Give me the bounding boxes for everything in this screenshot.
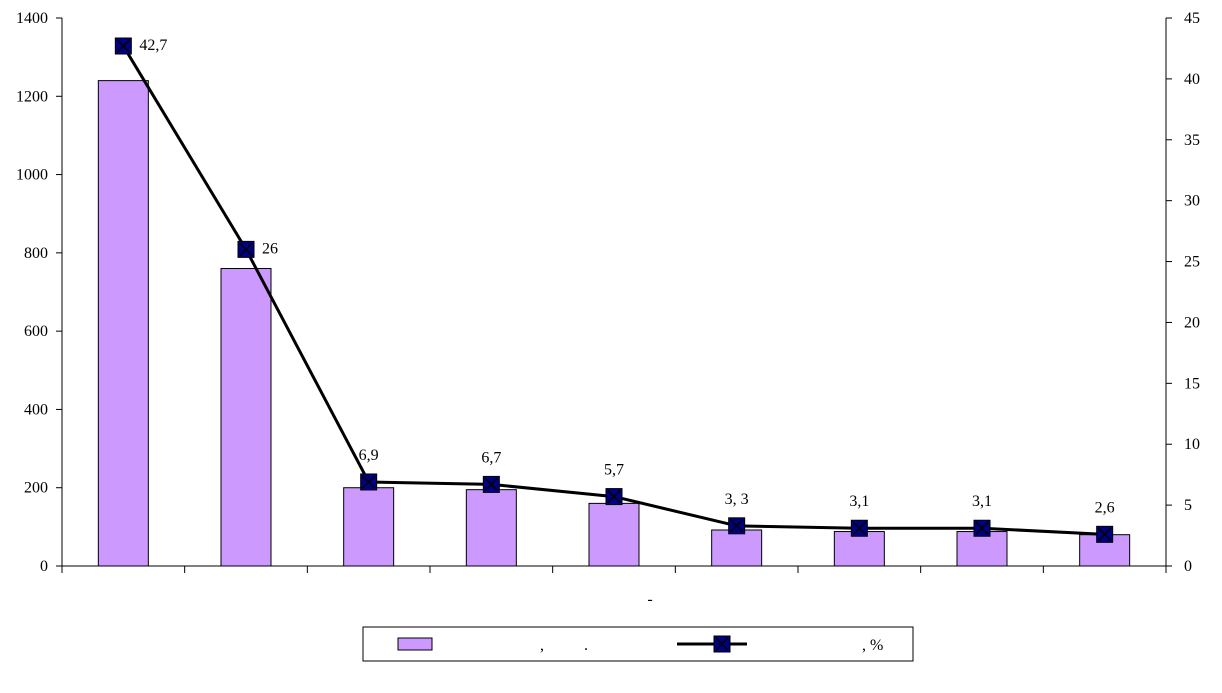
x-axis-label: - bbox=[647, 591, 652, 608]
line-data-label: 3,1 bbox=[849, 493, 869, 510]
line-point bbox=[1096, 525, 1114, 543]
y-left-tick-label: 0 bbox=[40, 558, 48, 575]
line-data-label: 3,1 bbox=[972, 493, 992, 510]
line-point bbox=[237, 240, 255, 258]
line-point-cross bbox=[1098, 527, 1112, 541]
line-series: 42,7 26 6,9 6,7 5,7 3, 3 3,1 3,1 2,6 bbox=[114, 37, 1115, 543]
bar bbox=[97, 80, 149, 567]
legend-line-marker bbox=[713, 635, 731, 653]
line-point bbox=[360, 473, 378, 491]
y-right-tick-label: 35 bbox=[1184, 132, 1200, 149]
line-point-cross bbox=[239, 242, 253, 256]
line-data-label: 2,6 bbox=[1095, 499, 1115, 516]
line-data-label: 6,7 bbox=[481, 449, 501, 466]
y-left-tick-label: 1400 bbox=[16, 10, 48, 27]
y-right-tick-label: 30 bbox=[1184, 193, 1200, 210]
legend-bar-label: , . bbox=[540, 637, 588, 654]
legend: , . , % bbox=[362, 626, 914, 662]
bar bbox=[588, 502, 640, 567]
bars bbox=[97, 80, 1131, 567]
y-left-tick-label: 400 bbox=[24, 401, 48, 418]
line-point bbox=[605, 488, 623, 506]
line-data-label: 42,7 bbox=[139, 37, 167, 54]
bar bbox=[220, 268, 272, 567]
line-point bbox=[850, 519, 868, 537]
legend-bar-swatch bbox=[397, 637, 433, 651]
y-right-tick-label: 0 bbox=[1184, 558, 1192, 575]
line-point-cross bbox=[730, 519, 744, 533]
y-left-tick-label: 1000 bbox=[16, 167, 48, 184]
y-right-tick-label: 25 bbox=[1184, 254, 1200, 271]
bar bbox=[465, 489, 517, 567]
line-data-label: 5,7 bbox=[604, 462, 624, 479]
line-point bbox=[482, 475, 500, 493]
y-right-tick-label: 5 bbox=[1184, 497, 1192, 514]
line-point-cross bbox=[975, 521, 989, 535]
y-left-tick-label: 200 bbox=[24, 480, 48, 497]
y-left-tick-label: 800 bbox=[24, 245, 48, 262]
axes: 0 200 400 600 800 1000 1200 1400 0 5 10 15 20 25 30 35 4… bbox=[16, 10, 1200, 575]
bar bbox=[711, 529, 763, 567]
line-point-cross bbox=[362, 475, 376, 489]
line-point bbox=[728, 517, 746, 535]
y-right-tick-label: 40 bbox=[1184, 71, 1200, 88]
line-point-cross bbox=[116, 39, 130, 53]
y-right-tick-label: 45 bbox=[1184, 10, 1200, 27]
y-left-tick-label: 600 bbox=[24, 323, 48, 340]
line-data-label: 3, 3 bbox=[725, 491, 749, 508]
line-point bbox=[973, 519, 991, 537]
legend-line-label: , % bbox=[862, 637, 883, 654]
line-point-cross bbox=[607, 490, 621, 504]
line-data-label: 26 bbox=[262, 240, 278, 257]
y-left-tick-label: 1200 bbox=[16, 88, 48, 105]
legend-box bbox=[362, 626, 914, 662]
line-point-cross bbox=[852, 521, 866, 535]
bar bbox=[343, 487, 395, 567]
line-point-cross bbox=[484, 477, 498, 491]
bar bbox=[956, 531, 1008, 567]
line-point bbox=[114, 37, 132, 55]
y-right-tick-label: 10 bbox=[1184, 436, 1200, 453]
y-right-tick-label: 20 bbox=[1184, 314, 1200, 331]
y-right-tick-label: 15 bbox=[1184, 375, 1200, 392]
line-data-label: 6,9 bbox=[359, 447, 379, 464]
